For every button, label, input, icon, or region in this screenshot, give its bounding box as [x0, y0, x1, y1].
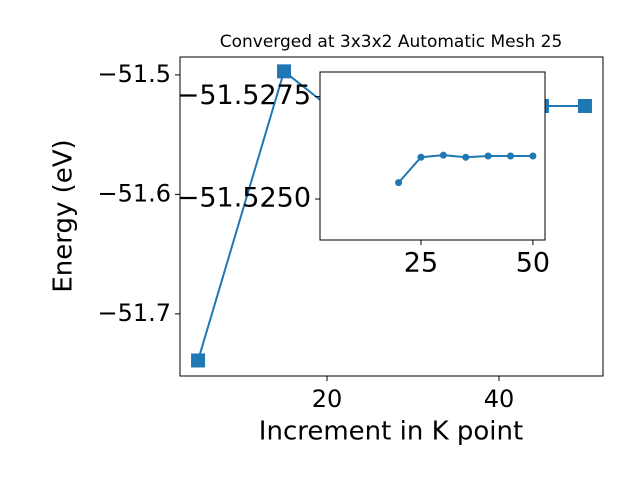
point	[395, 179, 403, 187]
chart-title: Converged at 3x3x2 Automatic Mesh 25	[220, 32, 563, 52]
point	[277, 64, 292, 79]
x-tick-label: 50	[516, 248, 550, 279]
x-tick-label: 40	[484, 385, 515, 413]
point	[462, 153, 470, 161]
y-tick-label: −51.5275	[177, 80, 311, 111]
point	[577, 98, 592, 113]
x-axis-label: Increment in K point	[259, 417, 523, 447]
y-tick-label: −51.6	[97, 179, 171, 207]
point	[484, 152, 492, 160]
plot-layer	[395, 151, 537, 187]
point	[529, 152, 537, 160]
point	[507, 152, 515, 160]
x-tick-label: 25	[404, 248, 438, 279]
point	[417, 153, 425, 161]
y-tick-label: −51.5	[97, 60, 171, 88]
x-tick-label: 20	[312, 385, 343, 413]
axes-frame	[179, 56, 604, 377]
point	[439, 151, 447, 159]
y-axis-label: Energy (eV)	[49, 139, 79, 292]
point	[191, 353, 206, 368]
axes-frame	[319, 71, 546, 241]
y-tick-label: −51.7	[97, 299, 171, 327]
y-tick-label: −51.5250	[177, 183, 311, 214]
